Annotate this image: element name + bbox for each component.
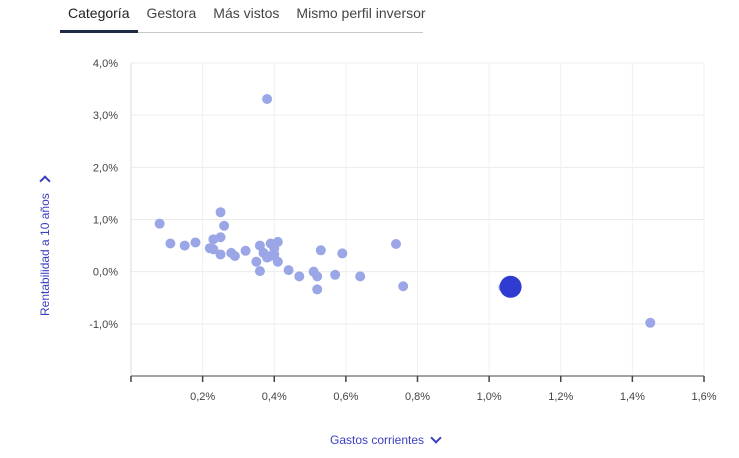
scatter-chart: 4,0% 3,0% 2,0% 1,0% 0,0% -1,0% 0,2% 0,4% 0,6% 0,8… <box>89 58 717 403</box>
data-point <box>190 237 201 248</box>
x-axis-title[interactable]: Gastos corrientes <box>330 432 442 447</box>
y-tick-label: 2,0% <box>93 162 118 174</box>
x-tick-label: 1,0% <box>477 391 502 403</box>
x-tick-label: 0,2% <box>190 391 215 403</box>
chart-points <box>154 93 656 328</box>
data-point <box>330 269 341 280</box>
tab-mismo-perfil-inversor[interactable]: Mismo perfil inversor <box>296 5 426 21</box>
data-point <box>215 207 226 218</box>
y-tick-label: 0,0% <box>93 267 118 279</box>
data-point <box>312 284 323 295</box>
data-point <box>337 248 348 259</box>
x-tick-label: 1,4% <box>620 391 645 403</box>
data-point <box>208 244 219 255</box>
y-tick-label: 4,0% <box>93 58 118 70</box>
chevron-down-icon <box>39 175 51 187</box>
tab-gestora[interactable]: Gestora <box>146 5 197 21</box>
y-tick-label: 3,0% <box>93 110 118 122</box>
data-point <box>240 245 251 256</box>
y-axis-title[interactable]: Rentabilidad a 10 años <box>38 175 52 316</box>
data-point <box>315 245 326 256</box>
x-tick-label: 0,4% <box>262 391 287 403</box>
y-tick-label: 1,0% <box>93 215 118 227</box>
data-point <box>272 256 283 267</box>
data-point <box>294 271 305 282</box>
data-point <box>165 238 176 249</box>
category-tabs: Categoría Gestora Más vistos Mismo perfi… <box>60 0 426 33</box>
data-point <box>398 281 409 292</box>
data-point <box>262 93 273 104</box>
highlighted-fund-point <box>499 275 522 298</box>
data-point <box>251 256 262 267</box>
chart-tick-labels: 4,0% 3,0% 2,0% 1,0% 0,0% -1,0% 0,2% 0,4% 0,6% 0,8… <box>89 58 717 403</box>
tab-categoria[interactable]: Categoría <box>60 0 139 33</box>
x-tick-label: 0,8% <box>405 391 430 403</box>
data-point <box>229 251 240 262</box>
x-tick-label: 1,2% <box>548 391 573 403</box>
chart-axes <box>130 63 705 382</box>
data-point <box>391 239 402 250</box>
data-point <box>272 236 283 247</box>
data-point <box>254 266 265 277</box>
y-tick-label: -1,0% <box>89 319 118 331</box>
data-point <box>215 232 226 243</box>
chevron-down-icon <box>430 432 442 444</box>
data-point <box>154 218 165 229</box>
data-point <box>215 249 226 260</box>
tab-mas-vistos[interactable]: Más vistos <box>213 5 280 21</box>
chart-grid <box>130 62 705 376</box>
data-point <box>283 265 294 276</box>
data-point <box>219 220 230 231</box>
data-point <box>312 271 323 282</box>
x-tick-label: 0,6% <box>333 391 358 403</box>
data-point <box>179 240 190 251</box>
y-axis-label: Rentabilidad a 10 años <box>38 193 52 316</box>
x-tick-label: 1,6% <box>691 391 716 403</box>
data-point <box>355 271 366 282</box>
data-point <box>645 317 656 328</box>
x-axis-label: Gastos corrientes <box>330 433 425 447</box>
